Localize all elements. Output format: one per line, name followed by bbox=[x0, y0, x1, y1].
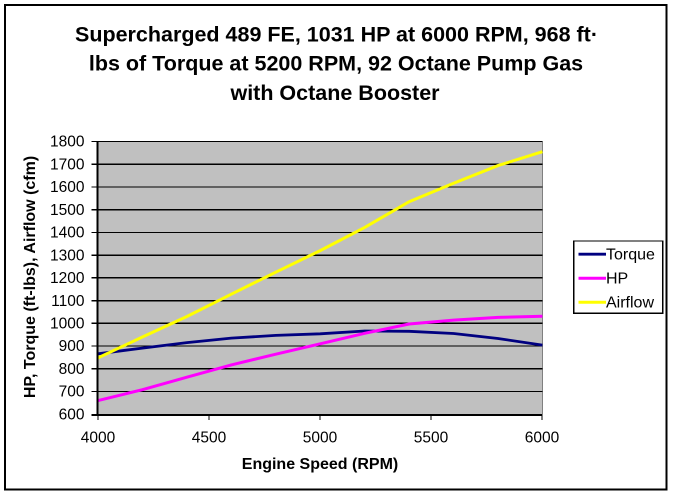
svg-text:1600: 1600 bbox=[50, 179, 85, 196]
svg-text:1000: 1000 bbox=[50, 316, 85, 333]
svg-text:4500: 4500 bbox=[192, 429, 227, 446]
svg-text:1300: 1300 bbox=[50, 247, 85, 264]
svg-text:5000: 5000 bbox=[303, 429, 338, 446]
svg-text:600: 600 bbox=[59, 406, 85, 423]
svg-text:6000: 6000 bbox=[525, 429, 560, 446]
svg-text:800: 800 bbox=[59, 361, 85, 378]
svg-text:HP: HP bbox=[606, 271, 628, 288]
svg-text:with Octane Booster: with Octane Booster bbox=[229, 81, 440, 105]
svg-text:700: 700 bbox=[59, 384, 85, 401]
svg-text:5500: 5500 bbox=[414, 429, 449, 446]
svg-text:1200: 1200 bbox=[50, 270, 85, 287]
svg-text:1400: 1400 bbox=[50, 225, 85, 242]
svg-text:Airflow: Airflow bbox=[606, 295, 654, 312]
svg-text:1100: 1100 bbox=[51, 293, 85, 310]
svg-text:Engine Speed (RPM): Engine Speed (RPM) bbox=[242, 456, 398, 473]
svg-text:Supercharged 489 FE, 1031 HP a: Supercharged 489 FE, 1031 HP at 6000 RPM… bbox=[75, 22, 598, 46]
svg-text:Torque: Torque bbox=[606, 247, 655, 264]
svg-text:4000: 4000 bbox=[81, 429, 116, 446]
svg-text:1800: 1800 bbox=[50, 134, 85, 151]
svg-text:1700: 1700 bbox=[50, 156, 85, 173]
svg-text:1500: 1500 bbox=[50, 202, 85, 219]
svg-text:900: 900 bbox=[59, 338, 85, 355]
svg-text:HP, Torque (ft-lbs), Airflow (: HP, Torque (ft-lbs), Airflow (cfm) bbox=[22, 156, 39, 398]
svg-text:lbs of Torque at 5200 RPM, 92: lbs of Torque at 5200 RPM, 92 Octane Pum… bbox=[89, 52, 583, 76]
